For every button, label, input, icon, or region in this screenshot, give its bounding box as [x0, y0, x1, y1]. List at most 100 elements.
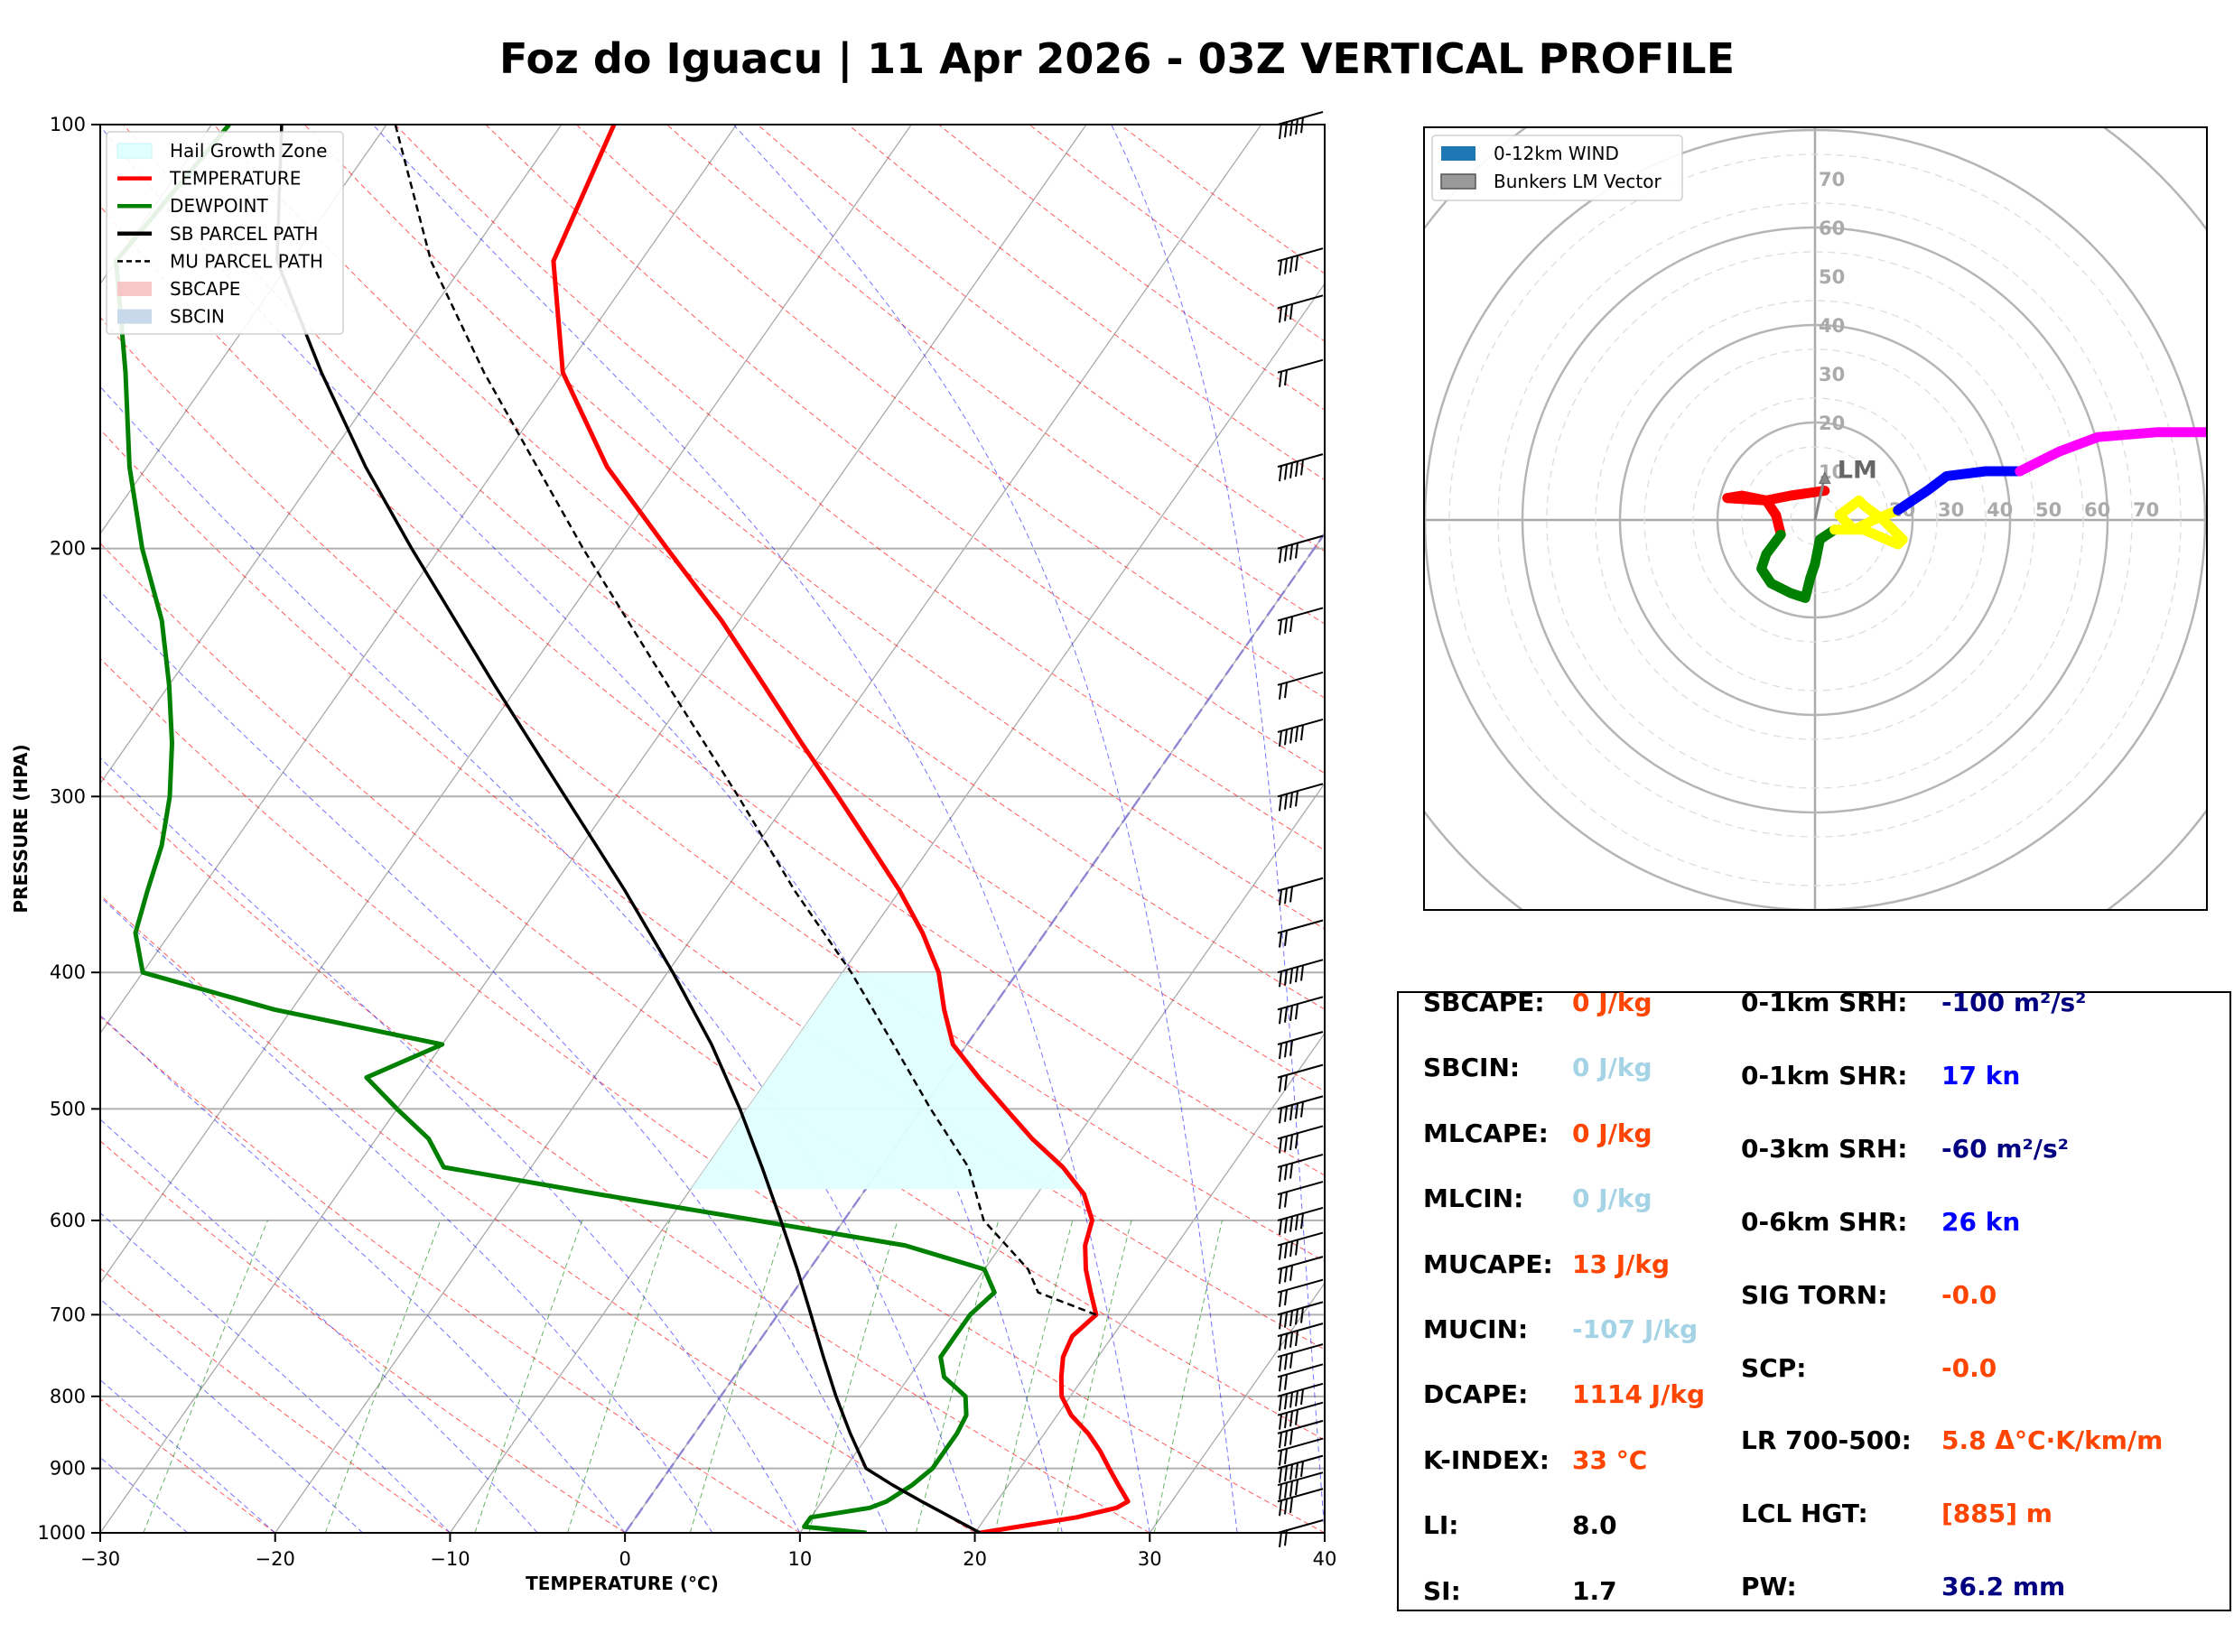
wind-barb-feather	[1289, 1464, 1293, 1480]
stat-label: SBCAPE:	[1423, 988, 1545, 1017]
stat-label: K-INDEX:	[1423, 1444, 1550, 1475]
wind-barb-feather	[1300, 459, 1304, 476]
wind-barb-staff	[1277, 111, 1324, 125]
x-tick-label: 40	[1313, 1548, 1337, 1570]
wind-barb-feather	[1289, 1497, 1293, 1513]
wind-barb-feather	[1279, 1108, 1282, 1124]
x-tick-label: −20	[256, 1548, 295, 1570]
wind-barb-feather	[1289, 1104, 1293, 1121]
wind-barb-feather	[1284, 305, 1288, 321]
legend-swatch	[117, 282, 152, 296]
bunkers-lm-arrowhead	[1818, 471, 1831, 484]
wind-barb-feather	[1295, 1479, 1299, 1496]
wind-barb-feather	[1279, 466, 1282, 482]
hodo-legend-label: 0-12km WIND	[1494, 143, 1619, 164]
wind-barb-staff	[1277, 607, 1324, 622]
wind-barb	[1277, 959, 1324, 988]
hodo-ring-label: 30	[1819, 364, 1845, 385]
wind-barb	[1277, 1181, 1324, 1210]
chart-title: Foz do Iguacu | 11 Apr 2026 - 03Z VERTIC…	[498, 34, 1736, 83]
x-tick-label: −10	[430, 1548, 470, 1570]
mixing-ratio-line	[567, 1220, 671, 1533]
wind-barb-feather	[1279, 795, 1282, 812]
isotherm-gridline	[275, 125, 1262, 1533]
isotherm-gridline	[100, 125, 738, 1035]
isotherm-gridline	[100, 125, 1087, 1533]
wind-barb-feather	[1284, 1465, 1288, 1482]
hodo-axis-label: 50	[2035, 499, 2062, 521]
wind-barb-feather	[1284, 122, 1288, 138]
wind-barb-staff	[1277, 294, 1324, 310]
wind-barb	[1277, 919, 1324, 948]
wind-barb	[1277, 1437, 1324, 1466]
wind-barb-feather	[1284, 1431, 1288, 1447]
wind-barb-feather	[1295, 118, 1299, 135]
wind-barb-staff	[1277, 1454, 1324, 1470]
wind-barb-feather	[1279, 1244, 1282, 1260]
wind-barb-feather	[1295, 1309, 1299, 1325]
hodograph-legend: 0-12km WIND Bunkers LM Vector	[1431, 135, 1683, 201]
mu-parcel-line	[394, 125, 1097, 1316]
stat-value: 5.8 Δ°C·K/km/m	[1941, 1425, 2164, 1456]
wind-barb-staff	[1277, 534, 1324, 550]
wind-barb-staff	[1277, 1256, 1324, 1271]
wind-barb-feather	[1289, 462, 1293, 478]
wind-barb-feather	[1284, 1354, 1288, 1370]
wind-barb-staff	[1277, 877, 1324, 892]
wind-barb	[1277, 1256, 1324, 1285]
wind-barb-feather	[1279, 1414, 1282, 1430]
legend-box	[106, 131, 344, 335]
wind-barb-staff	[1277, 358, 1324, 374]
wind-barb-feather	[1279, 971, 1282, 988]
wind-barb-staff	[1277, 1363, 1324, 1378]
hodo-legend-box	[1431, 135, 1683, 201]
stat-label: SI:	[1423, 1575, 1461, 1606]
wind-barb-feather	[1289, 1040, 1293, 1056]
wind-barb-staff	[1277, 1125, 1324, 1140]
legend-label: MU PARCEL PATH	[170, 250, 323, 272]
stat-value: 1114 J/kg	[1572, 1379, 1705, 1410]
dry-adiabat	[100, 543, 1325, 1441]
mixing-ratio-line	[916, 1220, 1000, 1533]
dewpoint-line	[114, 125, 997, 1533]
stat-value: 26 kn	[1941, 1206, 2021, 1237]
y-tick-label: 900	[50, 1458, 86, 1480]
wind-barb-staff	[1277, 718, 1324, 733]
wind-barb-feather	[1289, 544, 1293, 561]
legend-label: DEWPOINT	[170, 195, 268, 217]
wind-barb-feather	[1284, 930, 1288, 946]
wind-barb	[1277, 1488, 1324, 1517]
stat-label: SBCIN:	[1423, 1053, 1521, 1083]
wind-barb	[1277, 1323, 1324, 1351]
hodo-ring-label: 70	[1819, 169, 1845, 190]
wind-barb-feather	[1289, 256, 1293, 273]
wind-barb-feather	[1300, 117, 1304, 134]
wind-barb-feather	[1295, 255, 1299, 272]
hodo-major-ring	[1716, 421, 1914, 619]
wind-barb-feather	[1284, 1333, 1288, 1350]
wind-barb	[1277, 1454, 1324, 1483]
mixing-ratio-line	[143, 1220, 268, 1533]
wind-barb-feather	[1284, 1482, 1288, 1499]
wind-barb-feather	[1300, 1461, 1304, 1477]
hodo-ring-label: 40	[1819, 315, 1845, 337]
stat-value: 0 J/kg	[1572, 1053, 1652, 1083]
hodo-axis-label: 40	[1987, 499, 2013, 521]
wind-barb-feather	[1289, 1163, 1293, 1179]
wind-barb-staff	[1277, 1323, 1324, 1338]
wind-barb-feather	[1300, 965, 1304, 981]
stat-label: MLCAPE:	[1423, 1118, 1549, 1148]
dry-adiabat	[100, 1140, 626, 1533]
lm-label: LM	[1838, 456, 1877, 484]
wind-barb-feather	[1289, 303, 1293, 320]
hodo-minor-ring	[1643, 348, 1987, 691]
wind-barb-staff	[1277, 1301, 1324, 1316]
parameters-panel: SBCAPE: 0 J/kg SBCIN: 0 J/kg MLCAPE: 0 J/kg ML…	[1397, 988, 2231, 1611]
stat-value: 0 J/kg	[1572, 1183, 1652, 1214]
stat-label: MLCIN:	[1423, 1183, 1524, 1214]
moist-adiabat	[100, 590, 889, 1533]
sb-parcel-line	[275, 125, 982, 1533]
isotherm-gridline	[799, 782, 1325, 1533]
wind-barb-staff	[1277, 1382, 1324, 1397]
